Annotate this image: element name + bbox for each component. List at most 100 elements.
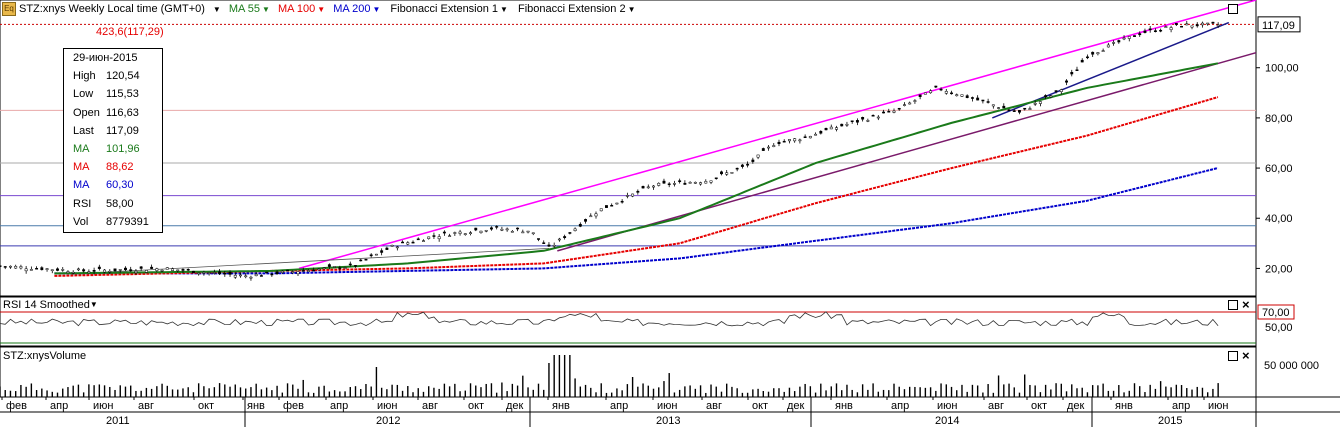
price-candle — [903, 104, 906, 106]
price-candle — [1216, 24, 1220, 27]
price-candle — [296, 271, 300, 275]
price-candle — [50, 269, 54, 271]
price-candle — [542, 242, 546, 244]
price-candle — [124, 267, 127, 270]
price-candle — [155, 268, 159, 271]
price-candle — [1122, 37, 1126, 40]
price-candle — [254, 273, 258, 277]
price-candle — [395, 246, 399, 249]
main-maximize-icon[interactable] — [1228, 4, 1238, 14]
price-candle — [704, 181, 708, 184]
info-row: Last 117,09 — [64, 122, 162, 140]
price-tick-label: 20,00 — [1265, 263, 1293, 275]
price-candle — [672, 183, 676, 185]
year-label: 2011 — [106, 415, 130, 427]
price-candle — [354, 265, 357, 267]
info-value: 117,09 — [106, 124, 139, 137]
price-candle — [918, 94, 922, 97]
price-candle — [160, 269, 164, 272]
volume-close-icon[interactable]: × — [1242, 348, 1250, 363]
price-candle — [1174, 23, 1178, 25]
ma100-dropdown-icon[interactable]: ▼ — [317, 4, 326, 14]
symbol-dropdown-icon[interactable]: ▼ — [212, 4, 221, 14]
price-candle — [322, 267, 326, 269]
month-label: апр — [891, 400, 909, 412]
info-value: 120,54 — [106, 70, 140, 83]
price-candle — [437, 236, 441, 240]
fib2-label[interactable]: Fibonacci Extension 2 — [517, 3, 626, 15]
price-candle — [385, 247, 389, 250]
price-candle — [134, 270, 138, 273]
price-candle — [1185, 23, 1189, 26]
rsi-panel-label[interactable]: RSI 14 Smoothed▼ — [3, 299, 98, 311]
price-candle — [1054, 90, 1058, 92]
last-price-box — [1257, 16, 1301, 33]
price-candle — [584, 219, 587, 222]
volume-panel-label[interactable]: STZ:xnysVolume — [3, 350, 87, 362]
info-row: Open 116,63 — [64, 104, 162, 122]
price-candle — [934, 85, 938, 88]
fib2-dropdown-icon[interactable]: ▼ — [627, 4, 636, 14]
price-candle — [327, 264, 331, 267]
year-label: 2015 — [1158, 415, 1182, 427]
price-candle — [129, 269, 133, 272]
price-candle — [171, 268, 174, 271]
price-candle — [516, 227, 520, 230]
price-candle — [1138, 33, 1142, 36]
fib1-label[interactable]: Fibonacci Extension 1 — [390, 3, 499, 15]
price-candle — [615, 202, 619, 205]
fib1-dropdown-icon[interactable]: ▼ — [500, 4, 508, 14]
price-candle — [1033, 102, 1037, 105]
price-candle — [19, 266, 23, 269]
month-label: апр — [330, 400, 348, 412]
price-candle — [950, 92, 953, 95]
price-candle — [605, 205, 608, 208]
price-candle — [484, 230, 488, 232]
rsi-close-icon[interactable]: × — [1242, 297, 1250, 312]
price-candle — [228, 271, 232, 275]
price-candle — [835, 127, 838, 130]
fib-fan-line — [298, 0, 1257, 270]
symbol-logo-icon[interactable]: Eq — [2, 2, 16, 16]
price-candle — [442, 231, 446, 234]
price-candle — [463, 233, 467, 235]
price-candle — [1206, 22, 1210, 25]
price-candle — [861, 117, 865, 120]
ma55-label[interactable]: MA 55 — [228, 3, 261, 15]
ma100-label[interactable]: MA 100 — [277, 3, 316, 15]
price-candle — [1065, 80, 1068, 83]
rsi-maximize-icon[interactable] — [1228, 300, 1238, 310]
ma55-dropdown-icon[interactable]: ▼ — [262, 4, 270, 14]
price-candle — [1127, 36, 1131, 39]
fib-level-label: 423,6(117,29) — [96, 26, 164, 38]
symbol-label[interactable]: STZ:xnys Weekly Local time (GMT+0) — [19, 3, 205, 15]
price-candle — [265, 271, 269, 274]
price-candle — [997, 107, 1001, 109]
price-candle — [338, 267, 342, 269]
price-tick-label: 80,00 — [1265, 113, 1293, 125]
info-value: 115,53 — [106, 88, 139, 101]
info-key: RSI — [73, 197, 92, 210]
ma200-label[interactable]: MA 200 — [333, 3, 371, 15]
price-candle — [986, 101, 990, 103]
price-candle — [955, 94, 959, 97]
price-candle — [631, 193, 635, 197]
volume-maximize-icon[interactable] — [1228, 351, 1238, 361]
ohlc-info-box: 29-июн-2015 High 120,54 Low 115,53 Open 116,6… — [63, 48, 163, 233]
price-candle — [981, 99, 985, 102]
price-candle — [1164, 26, 1168, 28]
price-candle — [348, 263, 352, 266]
price-candle — [448, 235, 452, 237]
price-candle — [40, 267, 44, 271]
year-label: 2012 — [376, 415, 400, 427]
price-candle — [1169, 27, 1173, 30]
price-candle — [965, 95, 969, 98]
price-candle — [1112, 42, 1116, 44]
price-candle — [233, 275, 237, 278]
price-candle — [510, 231, 514, 233]
ma200-dropdown-icon[interactable]: ▼ — [372, 4, 381, 14]
price-candle — [390, 245, 394, 247]
price-candle — [197, 272, 201, 275]
info-key: MA — [73, 161, 90, 174]
